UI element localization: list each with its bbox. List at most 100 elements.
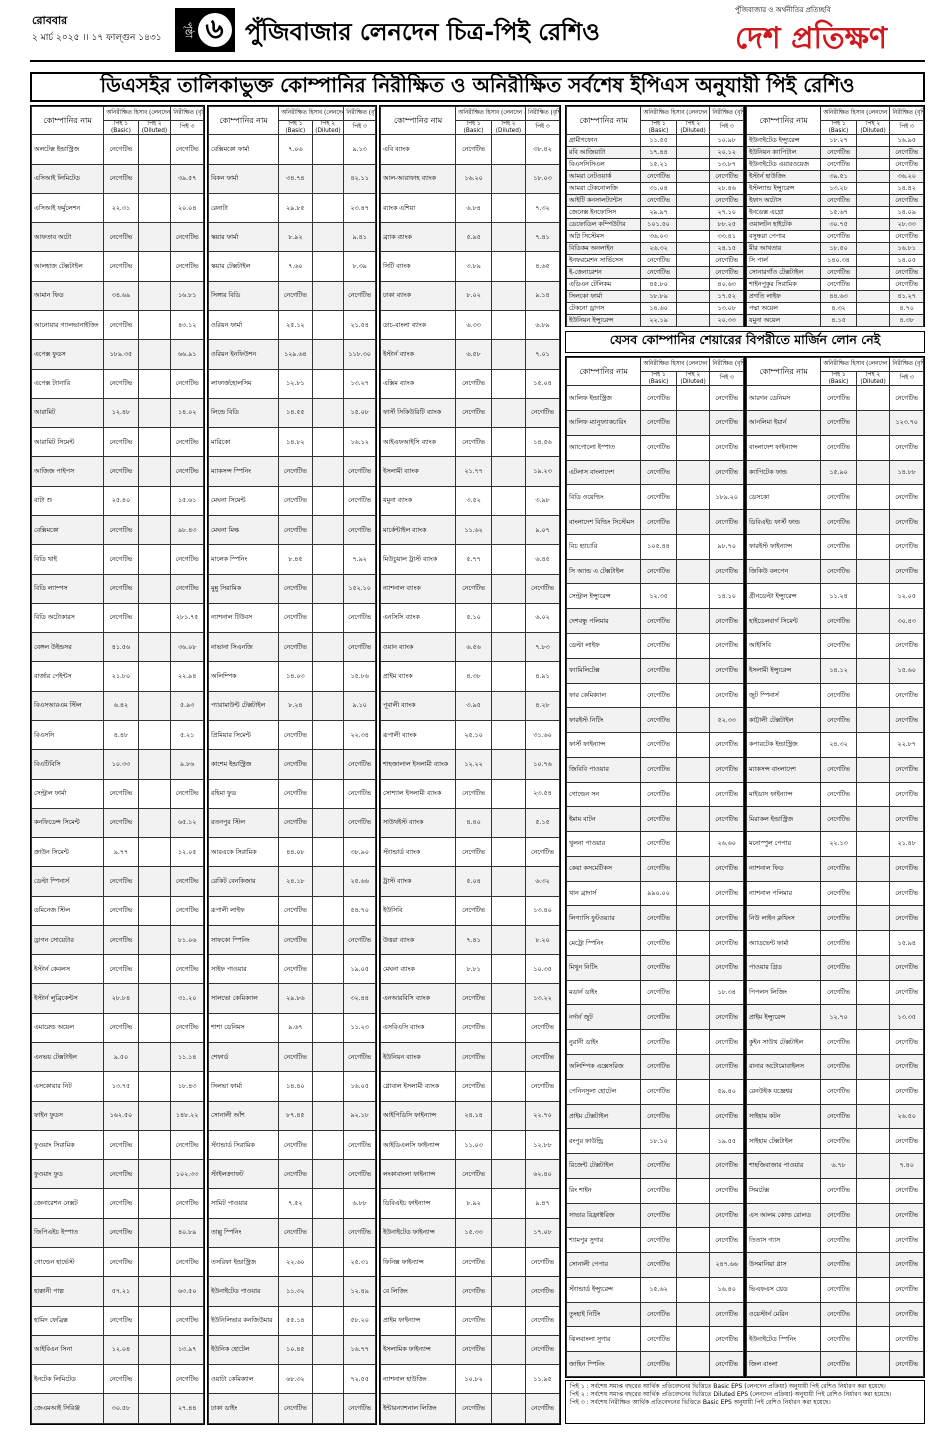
cell-value: ৬.৮৪	[455, 192, 492, 224]
cell-company: বেঙ্গল উইন্ডসর	[30, 632, 105, 663]
head-row: পিই ১ (Basic) পিই ২ (Diluted) পিই ৩	[209, 119, 376, 136]
cell-value: নেগেটিভ	[103, 573, 139, 604]
cell-company: শেফার্ড	[207, 1042, 280, 1073]
cell-company: সোশ্যাল ইসলামী ব্যাংক	[379, 778, 457, 809]
row: ওরিয়ন ফার্মা ২৫.১২ ২১.৫৪	[207, 309, 376, 341]
table-body: আরগন ডেনিমস নেগেটিভ নেগেটিভ আনলিমা ইয়ার্ন ন…	[745, 385, 924, 1377]
row: সিটি ব্যাংক ৩.৮৯ ৪.৬৫	[379, 251, 561, 282]
cell-company: এমারেল্ড অয়েল	[30, 1012, 105, 1044]
row: অলিম্পিক ১৪.০৩ ১৫.৮৬	[207, 661, 376, 692]
cell-company: ন্যাশনাল হাউজিং	[379, 1364, 457, 1395]
head-row: পিই ১ (Basic) পিই ২ (Diluted) পিই ৩	[747, 370, 924, 387]
cell-value: নেগেটিভ	[640, 732, 677, 758]
row: ক্যাপিটেক ফান্ড ১৫.৯০ ১৪.৮৮	[745, 459, 924, 486]
cell-company: জুট স্পিনার্স	[745, 682, 822, 709]
cell-value: ২২.৩১	[103, 192, 139, 224]
cell-value: ২৪.১৪	[455, 1100, 492, 1131]
row: ই-জেনারেশন নেগেটিভ নেগেটিভ	[565, 266, 744, 280]
cell-value: নেগেটিভ	[889, 1227, 924, 1254]
cell-value: নেগেটিভ	[170, 1188, 204, 1219]
cell-value	[311, 749, 345, 780]
row: সি পার্ল ১৪০.৩৪ ১৪.০৫	[745, 254, 924, 268]
cell-value: নেগেটিভ	[455, 1276, 492, 1307]
cell-value: ১২.৮৮	[524, 1129, 561, 1161]
cell-value	[675, 880, 711, 907]
cell-value: ১২.৩৫	[640, 583, 677, 610]
note: পিই ৩ : সর্বশেষ নিরীক্ষিত আর্থিক প্রতিবে…	[570, 1398, 831, 1406]
cell-value	[137, 1305, 172, 1336]
row: আনলিমা ইয়ার্ন নেগেটিভ ১২৩.৭০	[745, 410, 924, 436]
cell-value: নেগেটিভ	[103, 866, 139, 897]
row: ইনডেক্স এগ্রো ১৫.৬৭ ১৪.০৯	[745, 206, 924, 220]
cell-value: নেগেটিভ	[820, 1078, 857, 1105]
row: এপেক্স ফুডস ১৮৯.৩৫ ৬৬.৯১	[30, 339, 204, 370]
row: রেনাটা ২৯.৮৫ ২৩.৪৭	[207, 192, 376, 224]
cell-company: গ্রামীণফোন	[565, 134, 642, 148]
cell-value	[137, 485, 172, 516]
cell-company: ব্র্যাক ব্যাংক	[379, 222, 457, 253]
cell-value	[311, 456, 345, 487]
cell-value: ১৩.৯৭	[170, 1334, 204, 1366]
cell-value	[675, 385, 711, 412]
cell-value	[855, 484, 891, 511]
row: কপারটেক ইন্ডাস্ট্রিজ ২৪.৩২ ২২.৮৭	[745, 732, 924, 758]
cell-value: নেগেটিভ	[278, 895, 313, 926]
row: মডার্ন ডাইং নেগেটিভ ১৮.৩৪	[565, 979, 744, 1006]
cell-company: তিতাস গ্যাস	[745, 1227, 822, 1254]
row: প্রাইম ইন্স্যুরেন্স ১২.৭০ ১৩.৩৫	[745, 1004, 924, 1031]
cell-value: ২৬.৩২	[640, 242, 677, 256]
table: কোম্পানির নামঅনিরীক্ষিত হিসাব (লেনদেন প্…	[745, 356, 924, 1377]
cell-value: ৩৬.২০	[889, 170, 924, 184]
cell-company: ওয়ালটন হাইটেক	[745, 218, 822, 232]
row: রেনউইক যজ্ঞেশ্বর নেগেটিভ নেগেটিভ	[745, 1078, 924, 1105]
cell-value	[855, 230, 891, 244]
cell-value	[490, 514, 526, 546]
cell-value	[855, 732, 891, 758]
cell-company: সিলকো ফার্মা	[565, 290, 642, 304]
cell-value: ৬৮.৩২	[278, 1364, 313, 1395]
cell-company: অলটেক্স ইন্ডাস্ট্রিজ	[30, 134, 105, 165]
row: ন্যাশনাল ফিড নেগেটিভ নেগেটিভ	[745, 855, 924, 882]
cell-value	[137, 397, 172, 429]
cell-value: নেগেটিভ	[820, 266, 857, 280]
cell-company: সিটি ব্যাংক	[379, 251, 457, 282]
cell-value	[855, 194, 891, 208]
cell-value: ১৫.০৪	[524, 368, 561, 399]
cell-company: ঢাকা ডাইং	[207, 1393, 280, 1424]
cell-value	[311, 1334, 345, 1366]
table-body: আলিফ ইন্ডাস্ট্রিজ নেগেটিভ নেগেটিভ আলিফ ম্যা…	[565, 385, 744, 1377]
cell-company: ইউনিক হোটেল	[207, 1334, 280, 1366]
cell-value: ৫৪.৭০	[343, 895, 376, 926]
cell-value: নেগেটিভ	[640, 1301, 677, 1328]
cell-value: নেগেটিভ	[820, 1177, 857, 1204]
cell-value: ৯.৭৭	[103, 837, 139, 868]
row: আইসিবি নেগেটিভ নেগেটিভ	[745, 632, 924, 659]
row: বিচ হ্যাচারি ১০৫.৪৪ ৯৮.৭০	[565, 533, 744, 560]
cell-company: বিকন ফার্মা	[207, 163, 280, 194]
cell-company: সি পার্ল	[745, 254, 822, 268]
cell-value	[490, 339, 526, 370]
cell-company: সিমটেক্স	[745, 1177, 822, 1204]
cell-value: ১৫.৬৭	[820, 206, 857, 220]
cell-value	[855, 583, 891, 610]
row: রানার অটোমোবাইলস নেগেটিভ নেগেটিভ	[745, 1053, 924, 1080]
table-head: কোম্পানির নামঅনিরীক্ষিত হিসাব (লেনদেন প্…	[745, 356, 924, 387]
cell-value	[675, 732, 711, 758]
cell-value: ১০.৩৩	[103, 749, 139, 780]
cell-value	[137, 661, 172, 692]
cell-value: ১৭.৫২	[709, 290, 744, 304]
cell-company: ইউসিবি	[379, 895, 457, 926]
col-pe3: পিই ৩	[524, 119, 561, 136]
cell-value: নেগেটিভ	[820, 146, 857, 160]
cell-value	[137, 1012, 172, 1044]
cell-value: ১২৯.৬৪	[278, 339, 313, 370]
row: সেন্ট্রাল ফার্মা নেগেটিভ নেগেটিভ	[30, 778, 204, 809]
cell-value: ১৮.১০	[640, 1128, 677, 1155]
row: মনোস্পুল পেপার ২২.১৩ ২১.৪৮	[745, 831, 924, 857]
cell-value: ৮৮.২৫	[709, 218, 744, 232]
cell-value: ২০.১২	[709, 146, 744, 160]
cell-company: তুংহাই নিটিং	[565, 1301, 642, 1328]
col-unaudited: অনিরীক্ষিত হিসাব (লেনদেন প্রক্রিয়া অনুয…	[278, 106, 345, 121]
row: ফার কেমিক্যাল নেগেটিভ নেগেটিভ	[565, 682, 744, 709]
cell-value	[490, 192, 526, 224]
